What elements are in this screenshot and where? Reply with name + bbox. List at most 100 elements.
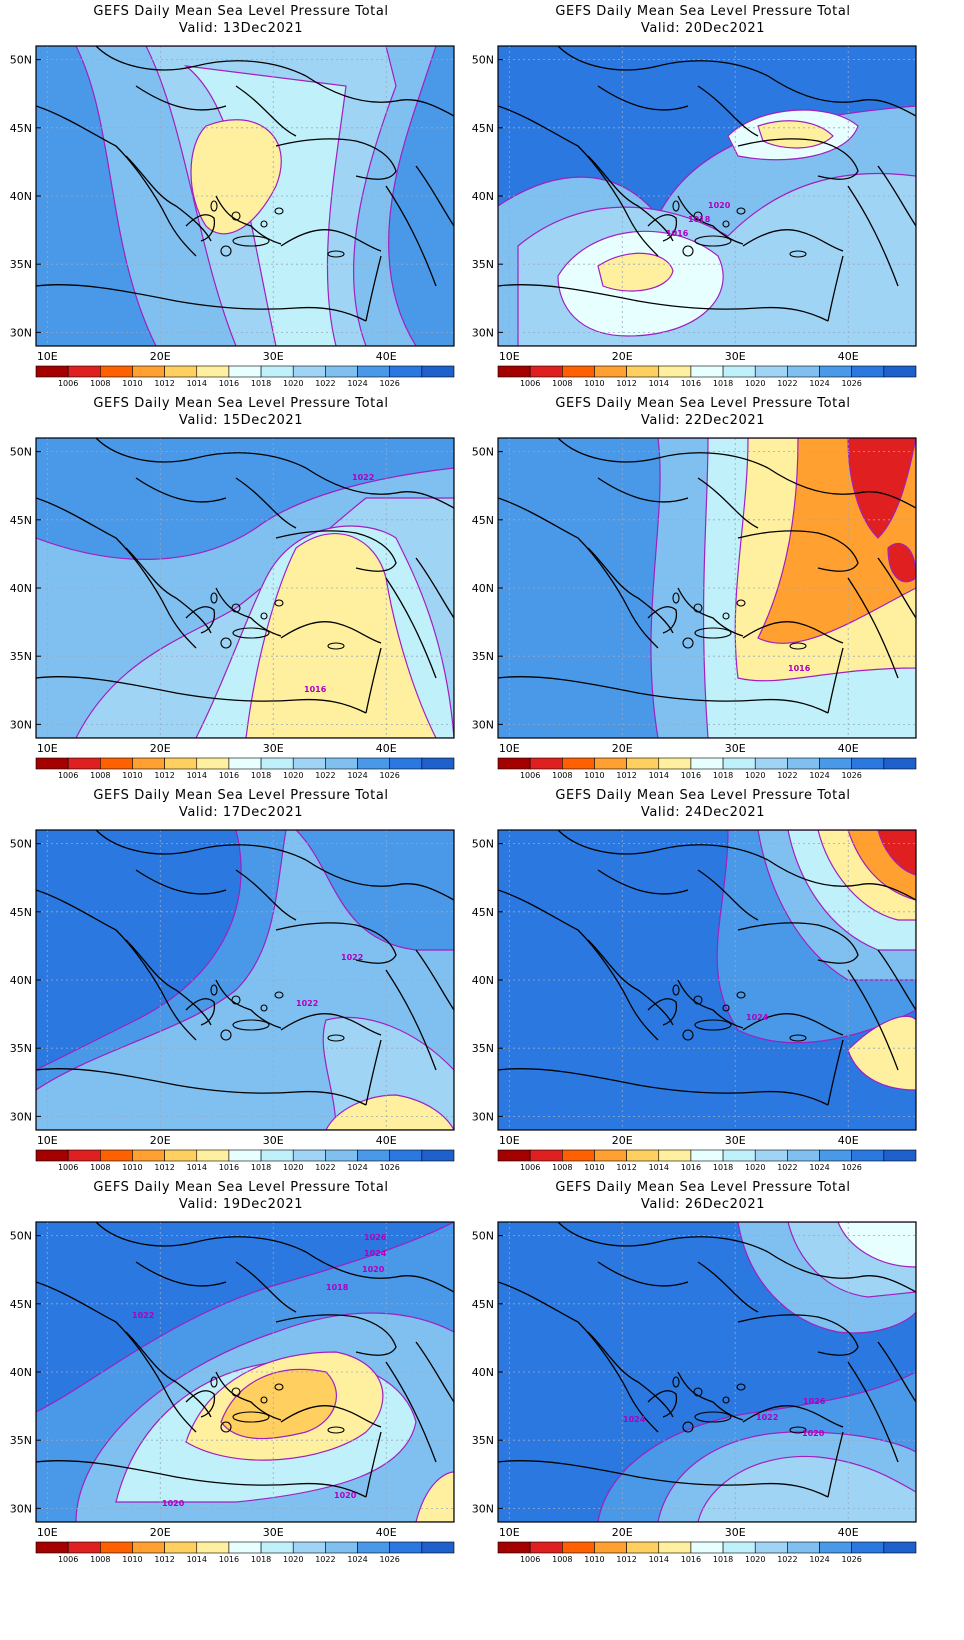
colorbar-label: 1016 [219,771,239,780]
lat-tick-label: 40N [10,190,32,203]
contour-label: 1026 [364,1233,387,1242]
island [260,1004,268,1012]
panel-title: GEFS Daily Mean Sea Level Pressure Total [555,1180,851,1195]
colorbar-label: 1020 [745,1555,765,1564]
coastline [95,438,307,469]
coastline [95,1222,307,1253]
lon-tick-label: 20E [612,742,633,755]
island [736,991,746,999]
island [722,1396,730,1404]
panel-title: GEFS Daily Mean Sea Level Pressure Total [93,4,389,19]
lon-tick-label: 20E [612,350,633,363]
coastline [185,214,216,242]
island [672,984,680,996]
lat-tick-label: 45N [472,906,494,919]
coastline [385,969,437,1071]
lat-tick-label: 30N [472,326,494,339]
colorbar-swatch [260,1541,294,1554]
colorbar-swatch [35,1149,69,1162]
coastline [125,547,212,634]
colorbar-label: 1024 [347,771,367,780]
colorbar-swatch [35,1541,69,1554]
colorbar-label: 1008 [90,1163,110,1172]
colorbar-label: 1006 [58,379,78,388]
colorbar-label: 1008 [552,771,572,780]
colorbar-label: 1012 [154,1555,174,1564]
coastline [677,979,744,1029]
colorbar-swatch [722,1541,756,1554]
contour-label: 1016 [788,664,811,673]
island [694,235,732,247]
colorbar-label: 1026 [842,1163,862,1172]
coastline [557,830,769,861]
lat-tick-label: 40N [472,582,494,595]
coastline [36,1281,197,1433]
lon-tick-label: 10E [37,1526,58,1539]
lat-tick-label: 35N [10,1042,32,1055]
panel-title: GEFS Daily Mean Sea Level Pressure Total [555,4,851,19]
coastline [737,922,859,964]
coastline [767,859,916,901]
colorbar-swatch [35,757,69,770]
colorbar-swatch [722,1149,756,1162]
colorbar-label: 1014 [187,379,207,388]
coastline [827,1431,844,1498]
colorbar-swatch [529,1149,563,1162]
colorbar-swatch [787,1541,820,1554]
colorbar-swatch [690,757,724,770]
colorbar-label: 1014 [649,1163,669,1172]
colorbar-swatch [529,757,563,770]
panel-valid-date: Valid: 13Dec2021 [178,21,304,36]
colorbar-swatch [100,365,133,378]
island [722,1004,730,1012]
contour-label: 1024 [746,1013,769,1022]
island [231,1387,241,1397]
coastline [742,1013,844,1036]
coastline [597,869,689,895]
island [693,603,703,613]
coastline [697,477,759,529]
colorbar-swatch [325,365,358,378]
coastline [742,229,844,252]
pressure-map: 1022 1022 50N 45N 40N 35N 30N 10E 20E 30E 40E 1006 1… [10,829,455,1172]
island [722,612,730,620]
colorbar-label: 1012 [154,1163,174,1172]
colorbar-label: 1022 [315,1163,335,1172]
colorbar-label: 1008 [552,1555,572,1564]
pressure-map: 1022 1016 50N 45N 40N 35N 30N 10E 20E 30E 40E 1006 1… [10,437,455,780]
coastline [742,1405,844,1428]
panel-valid-date: Valid: 22Dec2021 [640,413,766,428]
colorbar-label: 1024 [809,771,829,780]
colorbar-label: 1008 [90,771,110,780]
contour-label: 1020 [162,1499,185,1508]
coastline [877,165,916,227]
island [694,1019,732,1031]
coastline [365,1039,382,1106]
coastline [767,75,916,117]
contour-label: 1016 [304,685,327,694]
colorbar-swatch [132,1149,165,1162]
lon-tick-label: 40E [838,742,859,755]
contour-label: 1022 [352,473,374,482]
coastline [767,467,916,509]
coastline [827,1039,844,1106]
lon-tick-label: 20E [150,350,171,363]
island [232,1019,270,1031]
coastline [697,1261,759,1313]
colorbar-swatch [626,1541,660,1554]
island [736,599,746,607]
lat-tick-label: 45N [10,514,32,527]
pressure-band [847,438,916,539]
colorbar-label: 1026 [380,771,400,780]
island [789,1426,807,1434]
coastline [36,105,197,257]
contour-label: 1022 [296,999,318,1008]
colorbar-label: 1020 [283,1555,303,1564]
colorbar-swatch [389,757,423,770]
colorbar-label: 1008 [552,1163,572,1172]
colorbar-swatch [787,365,820,378]
lat-tick-label: 35N [472,650,494,663]
lat-tick-label: 50N [10,1230,32,1243]
colorbar-swatch [67,757,101,770]
colorbar-label: 1006 [520,1163,540,1172]
